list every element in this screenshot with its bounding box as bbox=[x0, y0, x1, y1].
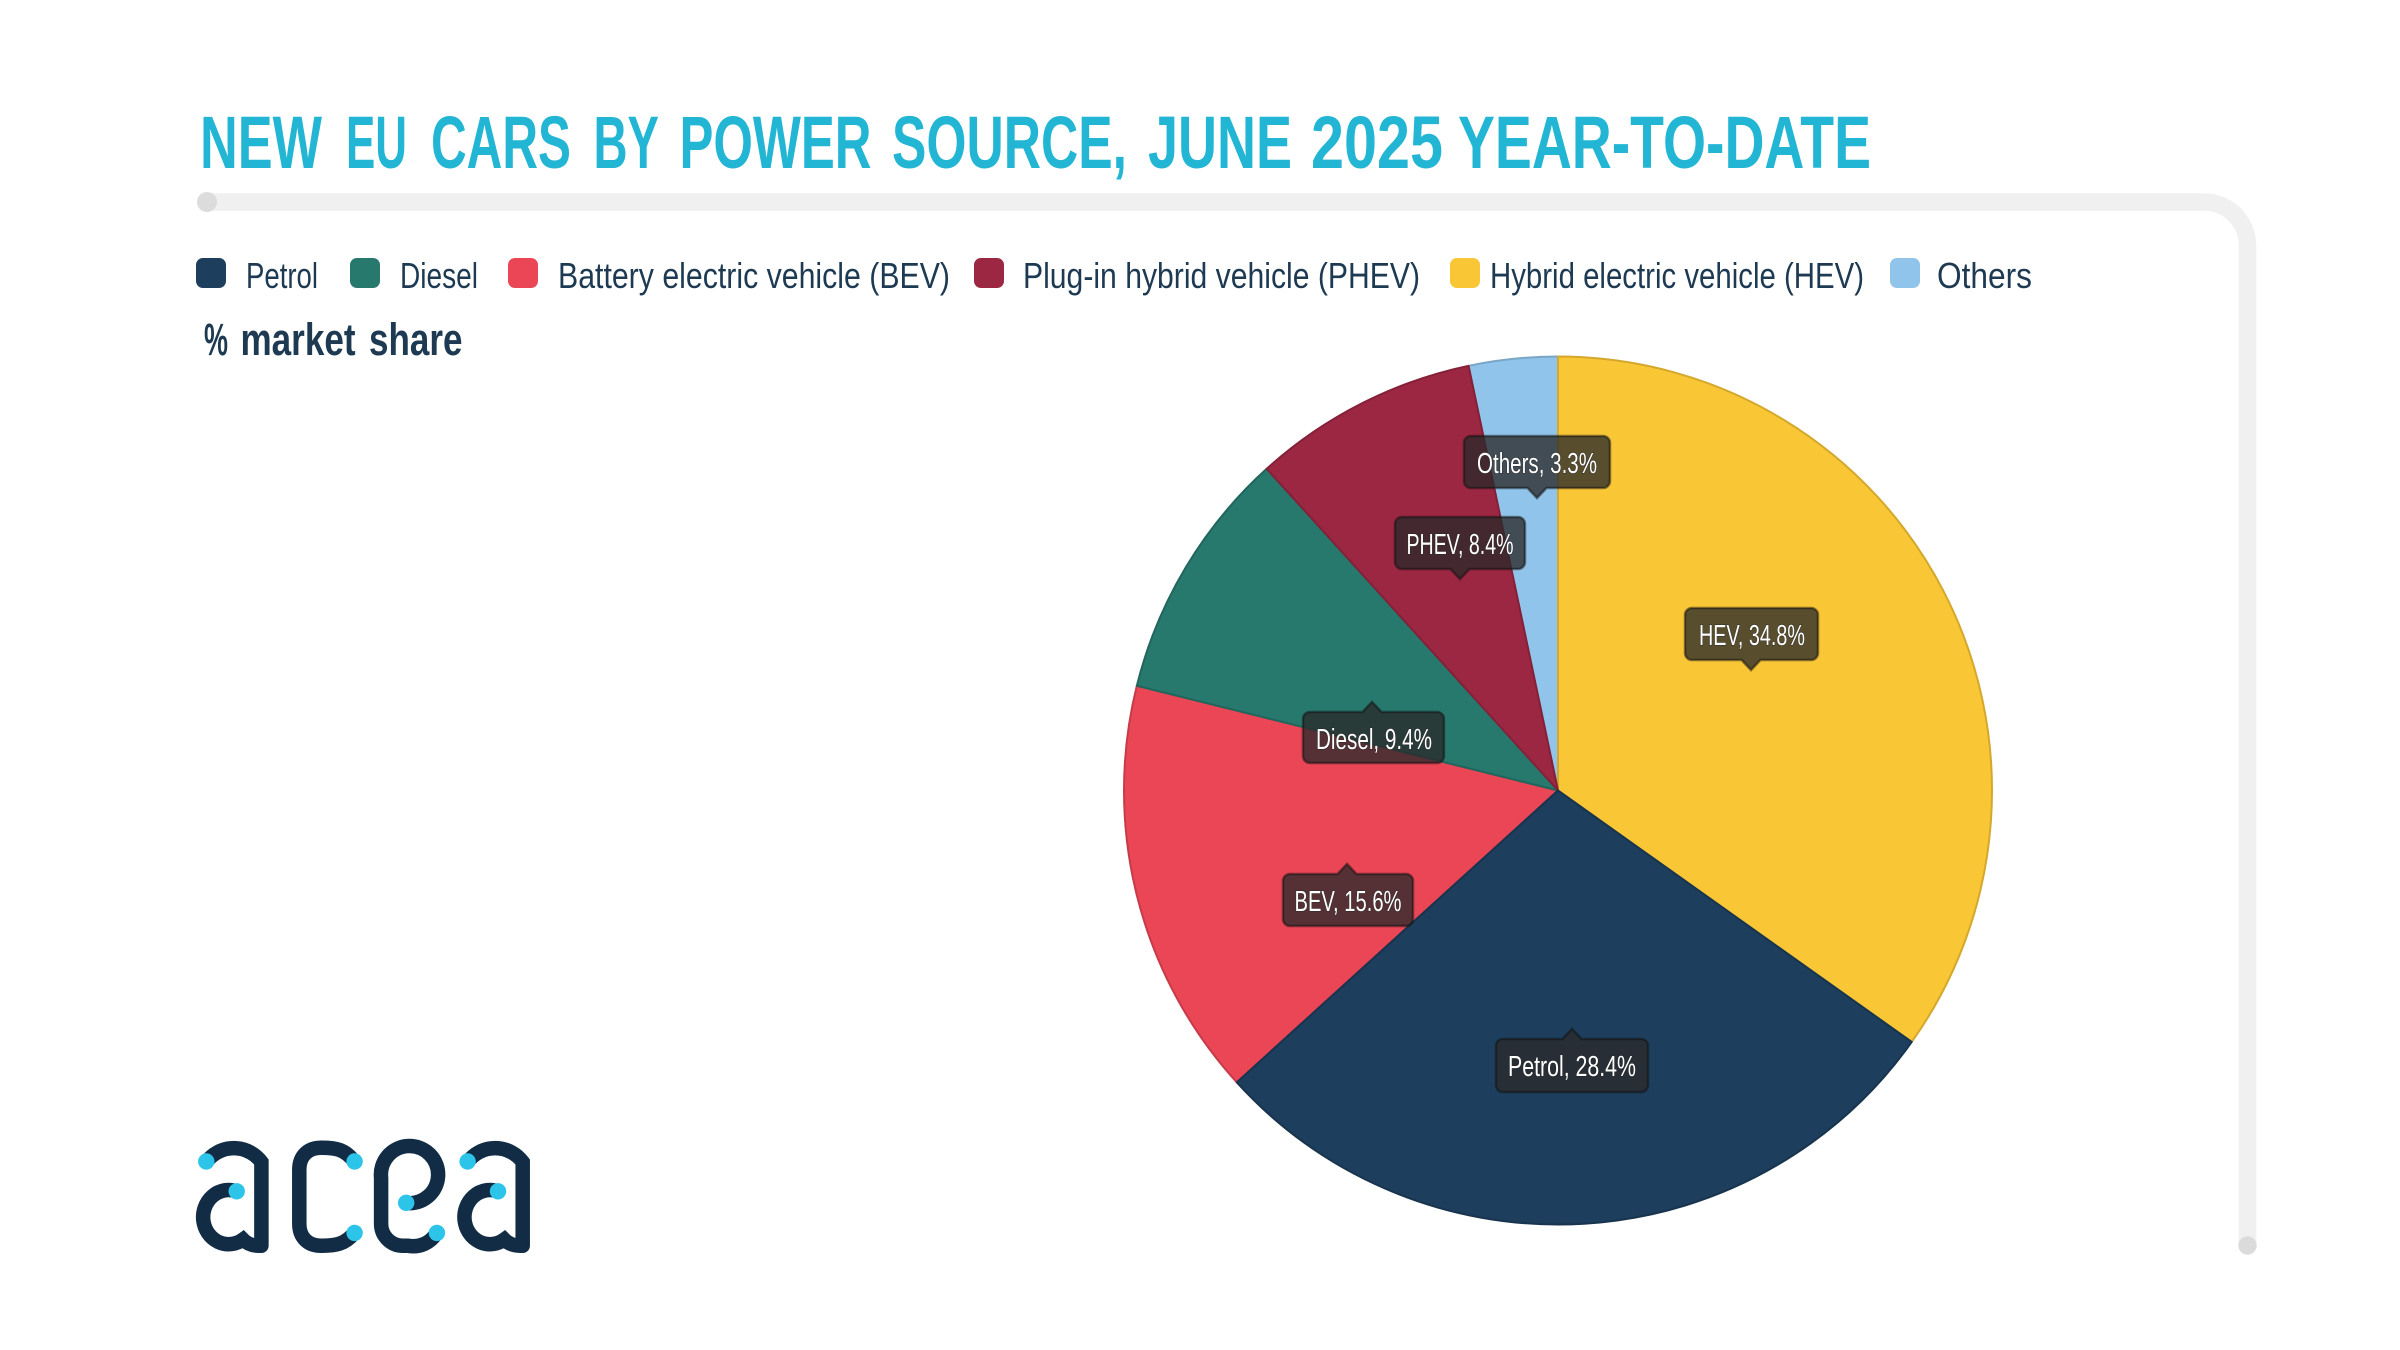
svg-text:market: market bbox=[241, 314, 356, 365]
svg-text:JUNE: JUNE bbox=[1148, 101, 1292, 184]
svg-text:Others: Others bbox=[1937, 255, 2032, 296]
svg-text:NEW: NEW bbox=[200, 101, 322, 184]
svg-text:PHEV, 8.4%: PHEV, 8.4% bbox=[1407, 529, 1514, 561]
svg-text:SOURCE,: SOURCE, bbox=[892, 101, 1127, 184]
svg-text:%: % bbox=[204, 314, 228, 365]
svg-text:Plug-in hybrid vehicle (PHEV): Plug-in hybrid vehicle (PHEV) bbox=[1023, 255, 1420, 296]
svg-text:BY: BY bbox=[594, 101, 660, 184]
svg-text:EU: EU bbox=[346, 101, 407, 184]
svg-text:HEV, 34.8%: HEV, 34.8% bbox=[1699, 620, 1805, 652]
svg-text:Petrol, 28.4%: Petrol, 28.4% bbox=[1508, 1051, 1636, 1083]
svg-text:Diesel, 9.4%: Diesel, 9.4% bbox=[1316, 724, 1432, 756]
svg-text:share: share bbox=[369, 314, 463, 365]
svg-text:BEV, 15.6%: BEV, 15.6% bbox=[1295, 886, 1402, 918]
svg-text:POWER: POWER bbox=[680, 101, 872, 184]
svg-text:Diesel: Diesel bbox=[400, 255, 478, 296]
svg-text:Hybrid electric vehicle (HEV): Hybrid electric vehicle (HEV) bbox=[1490, 255, 1864, 296]
svg-text:Petrol: Petrol bbox=[246, 255, 318, 296]
svg-text:Battery electric vehicle (BEV): Battery electric vehicle (BEV) bbox=[558, 255, 950, 296]
svg-text:CARS: CARS bbox=[431, 101, 571, 184]
svg-text:Others, 3.3%: Others, 3.3% bbox=[1477, 448, 1597, 480]
svg-text:YEAR-TO-DATE: YEAR-TO-DATE bbox=[1458, 101, 1871, 184]
svg-text:2025: 2025 bbox=[1311, 101, 1443, 184]
